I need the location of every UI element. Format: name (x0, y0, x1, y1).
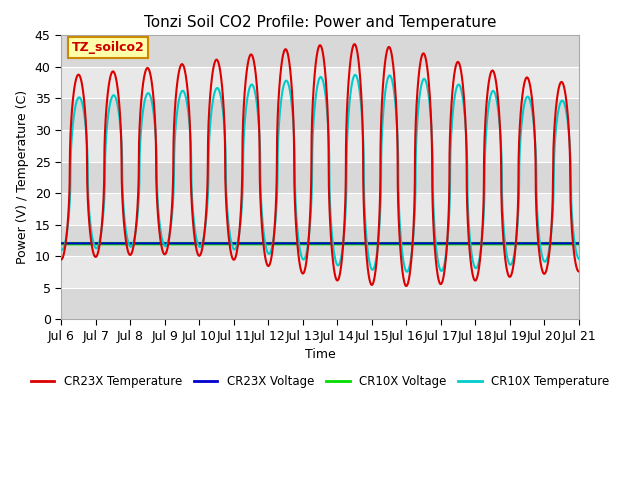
Text: TZ_soilco2: TZ_soilco2 (72, 41, 144, 54)
X-axis label: Time: Time (305, 348, 335, 361)
CR23X Temperature (58, 257, 65, 263)
CR10X Voltage (278, 241, 286, 247)
CR23X Temperature (575, 269, 582, 275)
CR10X Voltage (147, 241, 155, 247)
CR10X Temperature (278, 91, 286, 96)
CR23X Temperature (256, 168, 264, 173)
CR23X Voltage (509, 240, 516, 246)
CR23X Voltage (58, 240, 65, 246)
CR10X Temperature (575, 256, 582, 262)
Bar (61, 193, 579, 225)
CR10X Voltage (256, 241, 264, 247)
CR10X Voltage (116, 241, 124, 247)
CR10X Voltage (565, 241, 573, 247)
CR23X Voltage (565, 240, 573, 246)
CR23X Voltage (278, 240, 286, 246)
Bar (61, 288, 579, 319)
CR23X Temperature (403, 283, 410, 289)
CR10X Temperature (509, 256, 517, 262)
CR23X Temperature (509, 264, 517, 269)
CR10X Temperature (58, 247, 65, 252)
Title: Tonzi Soil CO2 Profile: Power and Temperature: Tonzi Soil CO2 Profile: Power and Temper… (144, 15, 496, 30)
CR23X Voltage (147, 240, 155, 246)
CR23X Voltage (575, 240, 582, 246)
CR10X Temperature (256, 137, 264, 143)
CR23X Temperature (565, 130, 573, 136)
CR10X Voltage (509, 241, 516, 247)
CR10X Voltage (58, 241, 65, 247)
Y-axis label: Power (V) / Temperature (C): Power (V) / Temperature (C) (16, 90, 29, 264)
CR23X Temperature (351, 41, 358, 47)
Bar (61, 98, 579, 130)
CR23X Voltage (256, 240, 264, 246)
CR10X Temperature (351, 72, 359, 78)
Bar (61, 225, 579, 256)
CR23X Temperature (147, 74, 155, 80)
Line: CR23X Temperature: CR23X Temperature (61, 44, 579, 286)
Bar (61, 67, 579, 98)
Bar (61, 162, 579, 193)
Legend: CR23X Temperature, CR23X Voltage, CR10X Voltage, CR10X Temperature: CR23X Temperature, CR23X Voltage, CR10X … (26, 371, 614, 393)
Bar (61, 130, 579, 162)
Bar (61, 36, 579, 67)
Bar (61, 256, 579, 288)
CR23X Temperature (278, 57, 286, 63)
CR23X Voltage (116, 240, 124, 246)
CR10X Temperature (403, 269, 411, 275)
CR23X Temperature (116, 114, 124, 120)
Line: CR10X Temperature: CR10X Temperature (61, 75, 579, 272)
CR10X Temperature (147, 95, 155, 101)
CR10X Temperature (116, 122, 124, 128)
CR10X Temperature (565, 132, 573, 137)
CR10X Voltage (575, 241, 582, 247)
